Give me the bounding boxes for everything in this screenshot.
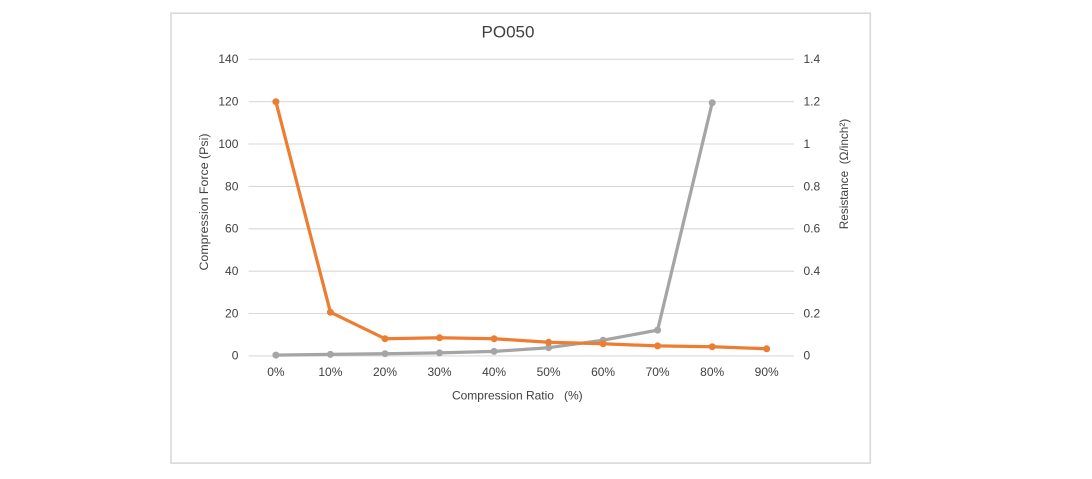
svg-text:1.4: 1.4 bbox=[804, 52, 821, 66]
svg-text:1.2: 1.2 bbox=[804, 95, 821, 109]
svg-text:0.6: 0.6 bbox=[804, 222, 821, 236]
svg-text:80: 80 bbox=[225, 179, 239, 193]
svg-text:30%: 30% bbox=[427, 365, 451, 379]
svg-text:60: 60 bbox=[225, 222, 239, 236]
svg-text:140: 140 bbox=[218, 52, 238, 66]
svg-text:60%: 60% bbox=[591, 365, 615, 379]
svg-text:10%: 10% bbox=[318, 365, 342, 379]
svg-text:0.2: 0.2 bbox=[804, 306, 821, 320]
svg-text:Compression Ratio (%): Compression Ratio (%) bbox=[452, 388, 583, 402]
svg-text:0.4: 0.4 bbox=[804, 264, 821, 278]
svg-text:120: 120 bbox=[218, 95, 238, 109]
svg-text:100: 100 bbox=[218, 137, 238, 151]
svg-text:Resistance (Ω/inch²): Resistance (Ω/inch²) bbox=[837, 119, 851, 230]
svg-text:70%: 70% bbox=[646, 365, 670, 379]
svg-text:20: 20 bbox=[225, 306, 239, 320]
svg-text:1: 1 bbox=[804, 137, 811, 151]
svg-text:20%: 20% bbox=[373, 365, 397, 379]
svg-text:0: 0 bbox=[232, 349, 239, 363]
svg-text:40: 40 bbox=[225, 264, 239, 278]
svg-text:0: 0 bbox=[804, 349, 811, 363]
svg-text:0%: 0% bbox=[267, 365, 285, 379]
svg-text:40%: 40% bbox=[482, 365, 506, 379]
svg-text:50%: 50% bbox=[537, 365, 561, 379]
svg-text:80%: 80% bbox=[700, 365, 724, 379]
svg-text:Compression Force (Psi): Compression Force (Psi) bbox=[197, 133, 211, 270]
svg-text:PO050: PO050 bbox=[482, 22, 535, 41]
svg-text:0.8: 0.8 bbox=[804, 179, 821, 193]
svg-text:90%: 90% bbox=[755, 365, 779, 379]
